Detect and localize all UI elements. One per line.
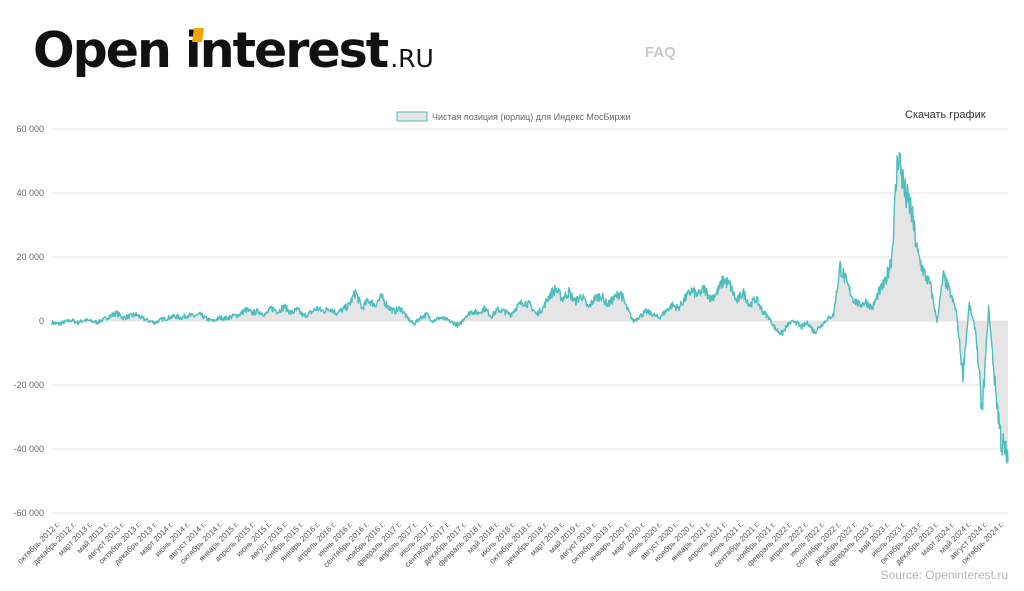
- y-tick-label: -20 000: [13, 380, 44, 390]
- x-axis-labels: октябрь 2012 г.декабрь 2012 г.март 2013 …: [16, 520, 1006, 569]
- chart-legend: Чистая позиция (юрлиц) для Индекс МосБир…: [396, 111, 631, 122]
- site-logo[interactable]: Open interest .RU: [33, 22, 434, 84]
- nav-faq-link[interactable]: FAQ: [645, 44, 676, 61]
- net-position-line: [51, 152, 1009, 464]
- download-chart-button[interactable]: Скачать график: [905, 109, 986, 121]
- source-credit: Source: Openinterest.ru: [880, 568, 1008, 582]
- logo-text: Open interest: [33, 22, 389, 79]
- y-axis-labels: 60 000 40 000 20 000 0 -20 000 -40 000 -60 000: [13, 124, 44, 518]
- chart-area-layer: [52, 152, 1008, 464]
- y-tick-label: -40 000: [13, 444, 44, 454]
- y-tick-label: 40 000: [16, 188, 44, 198]
- y-tick-label: -60 000: [13, 508, 44, 518]
- y-tick-label: 0: [39, 316, 44, 326]
- legend-label: Чистая позиция (юрлиц) для Индекс МосБир…: [432, 112, 631, 122]
- y-tick-label: 20 000: [16, 252, 44, 262]
- logo-suffix: .RU: [390, 44, 434, 73]
- chart-line-layer: [51, 152, 1009, 464]
- net-position-area: [52, 152, 1008, 464]
- y-tick-label: 60 000: [16, 124, 44, 134]
- legend-swatch: [396, 111, 428, 122]
